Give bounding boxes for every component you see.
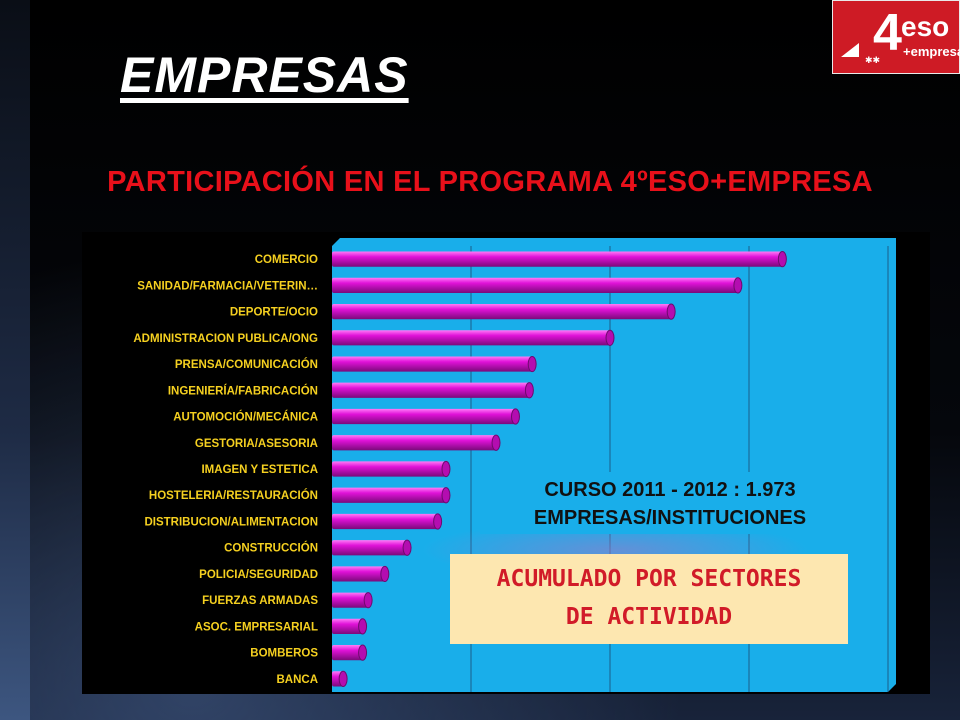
bar-end-cap [733, 277, 743, 294]
bar [332, 251, 787, 268]
bar-body [332, 356, 533, 372]
category-label: ASOC. EMPRESARIAL [195, 621, 318, 633]
course-info-line2: EMPRESAS/INSTITUCIONES [533, 507, 807, 529]
logo-triangle-icon [841, 43, 859, 57]
bar-body [332, 540, 408, 556]
category-label: IMAGEN Y ESTETICA [201, 464, 318, 476]
category-label: FUERZAS ARMADAS [202, 595, 318, 607]
bar-end-cap [380, 565, 390, 583]
bar [332, 618, 368, 635]
bar-body [332, 435, 497, 451]
bar [332, 670, 348, 687]
chart-subtitle: PARTICIPACIÓN EN EL PROGRAMA 4ºESO+EMPRE… [107, 166, 873, 198]
category-label: POLICIA/SEGURIDAD [199, 569, 318, 581]
bar-end-cap [527, 355, 537, 373]
course-info-box: CURSO 2011 - 2012 : 1.973 EMPRESAS/INSTI… [480, 472, 860, 534]
bar-end-cap [510, 408, 520, 425]
bar [332, 487, 451, 504]
slide-title: EMPRESAS [120, 47, 409, 103]
cumulative-note-line1: ACUMULADO POR SECTORES [496, 566, 802, 592]
logo-number: 4 [873, 4, 902, 62]
bar-end-cap [358, 644, 368, 661]
bar-end-cap [363, 592, 373, 609]
bar-end-cap [605, 329, 615, 346]
bar-body [332, 330, 610, 346]
category-label: DEPORTE/OCIO [230, 307, 318, 319]
category-label: CONSTRUCCIÓN [224, 542, 318, 555]
left-accent-stripe [0, 0, 30, 720]
bar [332, 434, 501, 451]
bar-end-cap [338, 670, 348, 687]
category-label: SANIDAD/FARMACIA/VETERIN… [137, 280, 318, 292]
logo-line2: +empresa [903, 44, 960, 59]
bar-body [332, 566, 385, 582]
category-label: ADMINISTRACION PUBLICA/ONG [133, 333, 318, 345]
cumulative-note-box: ACUMULADO POR SECTORES DE ACTIVIDAD [450, 554, 848, 644]
bar [332, 382, 534, 399]
bar-end-cap [666, 303, 676, 320]
bar [332, 303, 676, 320]
logo-line1: eso [901, 11, 950, 42]
bar-body [332, 382, 530, 398]
category-label: GESTORIA/ASESORIA [195, 438, 318, 450]
bar-end-cap [777, 251, 787, 268]
bar-body [332, 277, 738, 293]
bar-body [332, 461, 446, 477]
bar [332, 408, 520, 425]
bar-body [332, 303, 672, 320]
category-label: PRENSA/COMUNICACIÓN [175, 358, 318, 371]
category-label: AUTOMOCIÓN/MECÁNICA [173, 411, 318, 424]
bar-end-cap [441, 487, 451, 504]
bar-end-cap [441, 460, 451, 478]
bar-body [332, 592, 369, 608]
bar [332, 644, 368, 661]
bar [332, 355, 537, 373]
bar-body [332, 251, 783, 267]
cumulative-note-line2: DE ACTIVIDAD [565, 604, 733, 630]
category-label: BOMBEROS [250, 648, 318, 660]
bar [332, 565, 390, 583]
category-label: INGENIERÍA/FABRICACIÓN [168, 384, 318, 397]
bar [332, 329, 615, 346]
bar-body [332, 487, 446, 503]
bar-end-cap [358, 618, 368, 635]
category-label: COMERCIO [255, 254, 318, 266]
logo-stars-icon: ✱✱ [865, 55, 881, 65]
bar [332, 277, 743, 294]
category-label: HOSTELERIA/RESTAURACIÓN [149, 489, 318, 502]
category-label: BANCA [276, 674, 318, 686]
bar-end-cap [524, 382, 534, 399]
bar [332, 592, 373, 609]
bar [332, 460, 451, 478]
logo: 4 eso +empresa ✱✱ [832, 0, 960, 74]
bar-body [332, 618, 363, 635]
category-label: DISTRIBUCION/ALIMENTACION [144, 516, 318, 528]
bar-body [332, 645, 363, 661]
bar-body [332, 513, 438, 530]
bar-end-cap [402, 539, 412, 556]
course-info-line1: CURSO 2011 - 2012 : 1.973 [544, 479, 796, 501]
bar [332, 539, 412, 556]
bar-end-cap [491, 434, 501, 451]
bar-body [332, 408, 516, 425]
